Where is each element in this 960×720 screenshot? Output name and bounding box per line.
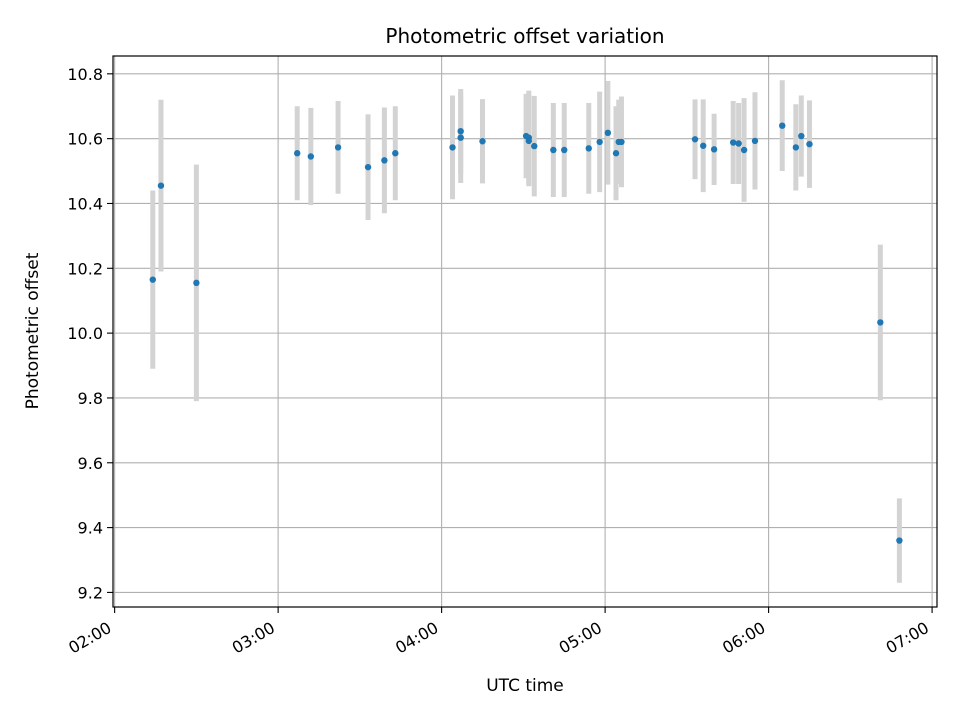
data-point [612, 150, 620, 157]
data-point [691, 136, 699, 143]
data-point [193, 279, 200, 287]
y-tick-label: 10.8 [67, 65, 103, 84]
data-point [710, 146, 718, 153]
data-point [779, 122, 786, 129]
data-point [792, 144, 800, 151]
data-point [806, 140, 813, 148]
y-tick-label: 9.2 [78, 583, 103, 602]
data-point [392, 150, 399, 157]
data-point [457, 127, 464, 135]
y-tick-label: 10.0 [67, 324, 103, 343]
y-axis: 9.2 9.4 9.6 9.8 10.0 10.2 10.4 10.6 10.8 [67, 65, 113, 602]
data-point [877, 319, 884, 326]
data-point [751, 137, 759, 145]
data-point [307, 153, 315, 160]
data-point [618, 138, 625, 146]
chart-title: Photometric offset variation [385, 24, 664, 48]
data-point [294, 150, 301, 157]
data-point [381, 157, 388, 164]
data-point [457, 134, 464, 141]
data-point [700, 142, 707, 149]
y-tick-label: 9.8 [78, 389, 103, 408]
y-tick-label: 9.6 [78, 454, 103, 473]
data-point [735, 140, 742, 147]
data-point [896, 537, 903, 544]
data-point [525, 134, 533, 141]
data-point [740, 146, 748, 154]
y-axis-label: Photometric offset [23, 252, 43, 409]
y-tick-label: 10.6 [67, 130, 103, 149]
data-point [596, 138, 603, 146]
data-point [729, 139, 737, 146]
y-tick-label: 10.2 [67, 259, 103, 278]
data-point [550, 146, 557, 154]
data-points [149, 122, 903, 544]
data-point [585, 145, 592, 152]
data-point [334, 144, 342, 151]
data-point [604, 129, 612, 137]
data-point [479, 138, 486, 145]
y-tick-label: 9.4 [78, 519, 103, 538]
y-tick-label: 10.4 [67, 194, 103, 213]
data-point [531, 142, 538, 150]
data-point [364, 163, 372, 171]
data-point [798, 132, 805, 140]
data-point [561, 146, 568, 154]
data-point [157, 182, 165, 189]
data-point [149, 276, 156, 283]
plot-frame [112, 55, 938, 608]
data-point [449, 144, 456, 151]
x-axis-label: UTC time [486, 676, 564, 696]
